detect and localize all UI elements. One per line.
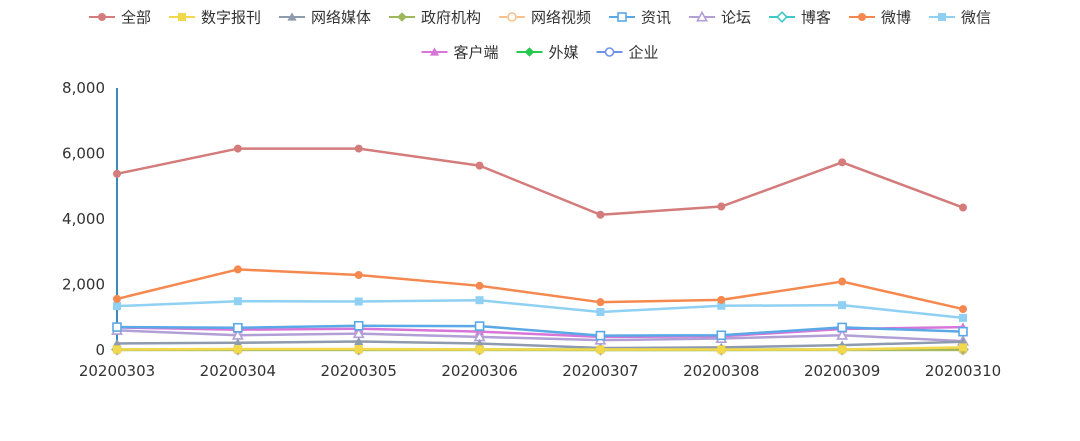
series-9 bbox=[113, 296, 967, 322]
y-tick-label-1: 2,000 bbox=[62, 276, 105, 294]
series-line-2 bbox=[117, 341, 963, 348]
point-9-6 bbox=[838, 301, 846, 309]
legend-label-6: 论坛 bbox=[721, 9, 751, 27]
y-tick-label-3: 6,000 bbox=[62, 145, 105, 163]
legend-item-2[interactable]: 网络媒体 bbox=[279, 9, 371, 27]
legend-label-4: 网络视频 bbox=[531, 9, 591, 27]
point-0-4 bbox=[596, 211, 604, 219]
point-8-0 bbox=[113, 295, 121, 303]
point-9-3 bbox=[476, 296, 484, 304]
point-8-5 bbox=[717, 296, 725, 304]
legend-marker-1 bbox=[178, 13, 186, 21]
legend-item-5[interactable]: 资讯 bbox=[609, 9, 671, 27]
x-tick-label-3: 20200306 bbox=[441, 362, 517, 380]
point-0-5 bbox=[717, 203, 725, 211]
legend-marker-12 bbox=[606, 48, 614, 56]
point-9-7 bbox=[959, 314, 967, 322]
x-tick-label-7: 20200310 bbox=[925, 362, 1001, 380]
point-1-1 bbox=[234, 345, 242, 353]
legend-item-12[interactable]: 企业 bbox=[597, 44, 659, 62]
point-0-2 bbox=[355, 145, 363, 153]
point-1-3 bbox=[476, 345, 484, 353]
point-9-0 bbox=[113, 302, 121, 310]
legend-label-2: 网络媒体 bbox=[311, 9, 371, 27]
legend-label-3: 政府机构 bbox=[421, 9, 481, 27]
point-0-0 bbox=[113, 170, 121, 178]
legend-marker-11 bbox=[525, 47, 535, 57]
legend-item-10[interactable]: 客户端 bbox=[422, 44, 499, 62]
point-0-7 bbox=[959, 204, 967, 212]
x-tick-label-4: 20200307 bbox=[562, 362, 638, 380]
legend-marker-9 bbox=[938, 13, 946, 21]
point-8-1 bbox=[234, 265, 242, 273]
point-8-6 bbox=[838, 278, 846, 286]
legend-label-1: 数字报刊 bbox=[201, 9, 261, 27]
point-5-1 bbox=[234, 324, 242, 332]
series-lines bbox=[112, 145, 968, 355]
y-tick-label-4: 8,000 bbox=[62, 79, 105, 97]
x-tick-label-0: 20200303 bbox=[79, 362, 155, 380]
x-tick-label-2: 20200305 bbox=[321, 362, 397, 380]
point-9-2 bbox=[355, 298, 363, 306]
legend-item-11[interactable]: 外媒 bbox=[517, 44, 579, 62]
series-line-1 bbox=[117, 347, 963, 349]
point-1-0 bbox=[113, 345, 121, 353]
series-0 bbox=[113, 145, 967, 219]
legend-item-6[interactable]: 论坛 bbox=[689, 9, 751, 27]
point-5-4 bbox=[596, 332, 604, 340]
legend-label-10: 客户端 bbox=[454, 44, 499, 62]
legend-label-11: 外媒 bbox=[549, 44, 579, 62]
point-1-5 bbox=[717, 346, 725, 354]
legend-item-0[interactable]: 全部 bbox=[89, 9, 151, 27]
point-5-0 bbox=[113, 323, 121, 331]
legend-label-7: 博客 bbox=[801, 9, 831, 27]
legend-marker-7 bbox=[777, 12, 787, 22]
series-line-8 bbox=[117, 269, 963, 309]
y-tick-label-0: 0 bbox=[95, 341, 105, 359]
legend-marker-0 bbox=[98, 13, 106, 21]
legend-item-3[interactable]: 政府机构 bbox=[389, 9, 481, 27]
x-tick-label-5: 20200308 bbox=[683, 362, 759, 380]
point-1-6 bbox=[838, 345, 846, 353]
legend-label-12: 企业 bbox=[629, 44, 659, 62]
legend-marker-5 bbox=[618, 13, 626, 21]
point-0-3 bbox=[476, 162, 484, 170]
point-1-7 bbox=[959, 343, 967, 351]
x-tick-label-6: 20200309 bbox=[804, 362, 880, 380]
legend-item-4[interactable]: 网络视频 bbox=[499, 9, 591, 27]
legend-marker-3 bbox=[397, 12, 407, 22]
legend-marker-8 bbox=[858, 13, 866, 21]
point-9-4 bbox=[596, 308, 604, 316]
legend-item-7[interactable]: 博客 bbox=[769, 9, 831, 27]
point-5-3 bbox=[476, 322, 484, 330]
legend-item-1[interactable]: 数字报刊 bbox=[169, 9, 261, 27]
legend-label-5: 资讯 bbox=[641, 9, 671, 27]
legend-item-8[interactable]: 微博 bbox=[849, 9, 911, 27]
point-1-2 bbox=[355, 345, 363, 353]
y-tick-label-2: 4,000 bbox=[62, 210, 105, 228]
point-9-1 bbox=[234, 297, 242, 305]
point-5-7 bbox=[959, 328, 967, 336]
point-5-2 bbox=[355, 322, 363, 330]
point-8-3 bbox=[476, 282, 484, 290]
point-8-7 bbox=[959, 305, 967, 313]
x-tick-label-1: 20200304 bbox=[200, 362, 276, 380]
point-5-5 bbox=[717, 331, 725, 339]
legend-label-9: 微信 bbox=[961, 9, 991, 27]
legend-item-9[interactable]: 微信 bbox=[929, 9, 991, 27]
point-5-6 bbox=[838, 323, 846, 331]
point-8-4 bbox=[596, 298, 604, 306]
legend-label-0: 全部 bbox=[121, 9, 151, 27]
point-1-4 bbox=[596, 346, 604, 354]
legend-label-8: 微博 bbox=[881, 9, 911, 27]
legend-marker-4 bbox=[508, 13, 516, 21]
series-line-9 bbox=[117, 300, 963, 318]
point-0-1 bbox=[234, 145, 242, 153]
series-line-0 bbox=[117, 149, 963, 215]
point-0-6 bbox=[838, 158, 846, 166]
point-8-2 bbox=[355, 271, 363, 279]
